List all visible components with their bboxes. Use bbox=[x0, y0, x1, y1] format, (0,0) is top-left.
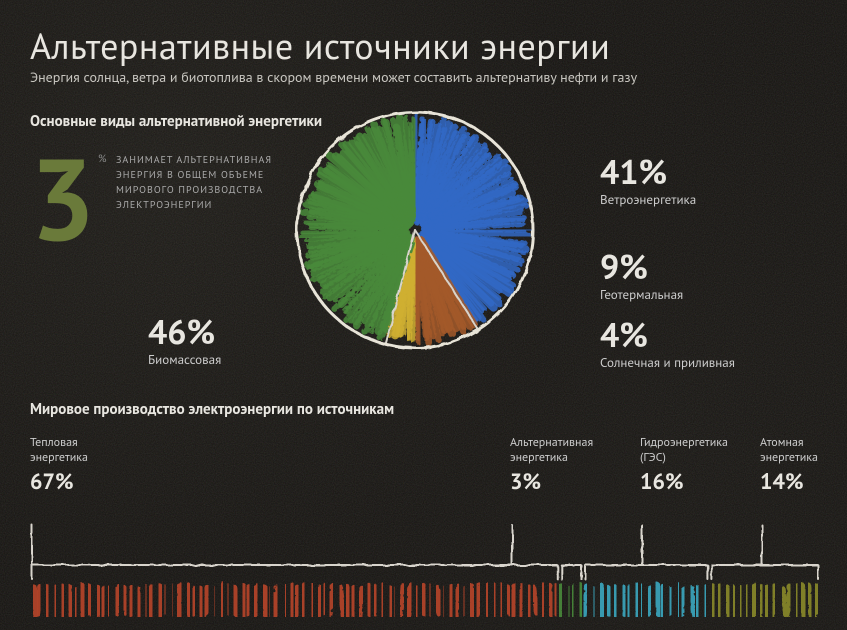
bar-segment bbox=[34, 585, 556, 617]
bar-bracket bbox=[585, 525, 707, 579]
pie-slice-pct: 41% bbox=[600, 155, 696, 189]
bar-segment bbox=[559, 585, 581, 617]
bar-bracket bbox=[32, 525, 557, 579]
headline-number: 3 bbox=[30, 140, 95, 255]
pie-slice-name: Биомассовая bbox=[148, 351, 221, 368]
pie-slice-name: Ветроэнергетика bbox=[600, 191, 696, 208]
pie-slice-pct: 46% bbox=[148, 315, 221, 349]
headline-number-unit: % bbox=[98, 152, 107, 166]
pie-slice-label: 9% Геотермальная bbox=[600, 250, 683, 303]
pie-slice-name: Солнечная и приливная bbox=[600, 354, 735, 371]
pie-slice-name: Геотермальная bbox=[600, 286, 683, 303]
bar-bracket bbox=[711, 525, 818, 579]
bar-segment bbox=[712, 585, 817, 617]
pie-slice-pct: 4% bbox=[600, 318, 735, 352]
page-title: Альтернативные источники энергии bbox=[30, 22, 610, 69]
pie-slice-label: 4% Солнечная и приливная bbox=[600, 318, 735, 371]
pie-slice-pct: 9% bbox=[600, 250, 683, 284]
bar-segment bbox=[584, 585, 706, 616]
section2-title: Мировое производство электроэнергии по и… bbox=[30, 400, 394, 419]
page-subtitle: Энергия солнца, ветра и биотоплива в ско… bbox=[30, 68, 637, 86]
pie-chart bbox=[290, 105, 540, 355]
headline-caption: ЗАНИМАЕТ АЛЬТЕРНАТИВНАЯ ЭНЕРГИЯ В ОБЩЕМ … bbox=[116, 152, 286, 212]
pie-slice-label: 41% Ветроэнергетика bbox=[600, 155, 696, 208]
pie-slice-label: 46% Биомассовая bbox=[148, 315, 221, 368]
bar-bracket bbox=[512, 525, 581, 579]
